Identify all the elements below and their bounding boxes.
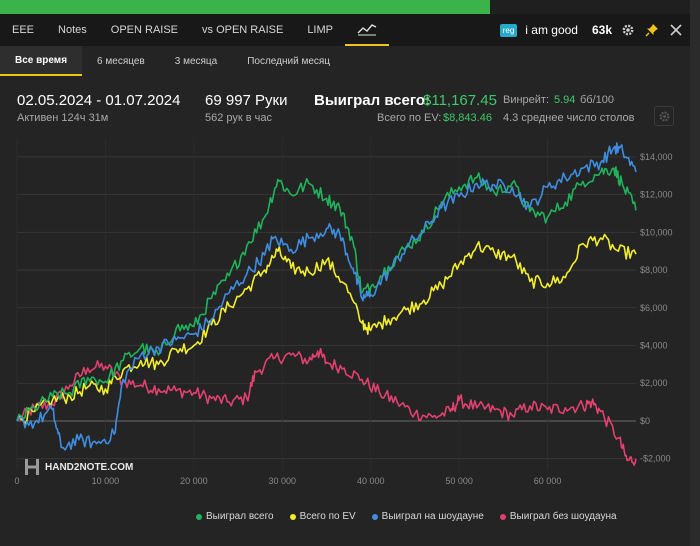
y-tick-label: $10,000	[640, 227, 673, 237]
hands-per-hour: 562 рук в час	[205, 112, 273, 124]
legend-dot-won	[196, 513, 202, 520]
y-tick-label: $14,000	[640, 152, 673, 162]
won-total-label: Выиграл всего:	[314, 92, 431, 109]
gear-icon[interactable]	[620, 22, 636, 38]
background-window-bar	[0, 0, 490, 14]
x-tick-label: 60 000	[534, 476, 562, 486]
pin-icon[interactable]	[644, 22, 660, 38]
period-3-months[interactable]: 3 месяца	[174, 55, 218, 67]
winrate-label: Винрейт:	[503, 94, 550, 106]
period-tabs: Все время 6 месяцев 3 месяца Последний м…	[0, 46, 690, 76]
series-line-ev	[16, 233, 637, 425]
legend-label-won: Выиграл всего	[206, 511, 274, 522]
legend-ev[interactable]: Всего по EV	[289, 511, 356, 522]
legend-label-ev: Всего по EV	[299, 511, 356, 522]
tab-limp[interactable]: LIMP	[307, 24, 333, 36]
reg-badge: reg	[499, 23, 518, 37]
legend-dot-non-showdown	[499, 513, 506, 520]
summary-stats: 02.05.2024 - 01.07.2024 Активен 124ч 31м…	[0, 88, 690, 128]
player-nickname: i am good	[525, 23, 578, 37]
player-header: reg i am good 63k	[499, 14, 690, 46]
legend-dot-showdown	[371, 513, 378, 520]
ev-total-value: $8,843.46	[443, 112, 492, 124]
legend-won[interactable]: Выиграл всего	[196, 511, 274, 522]
ev-total-label: Всего по EV:	[377, 112, 442, 124]
stats-window: EEE Notes OPEN RAISE vs OPEN RAISE LIMP …	[0, 14, 690, 546]
x-tick-label: 40 000	[357, 476, 385, 486]
tab-open-raise[interactable]: OPEN RAISE	[110, 24, 179, 36]
tab-notes[interactable]: Notes	[58, 24, 87, 36]
hand2note-logo: HAND2NOTE.COM	[24, 458, 133, 476]
avg-tables: 4.3 среднее число столов	[503, 112, 635, 124]
y-tick-label: -$2,000	[640, 454, 671, 464]
y-tick-label: $12,000	[640, 190, 673, 200]
period-last-month[interactable]: Последний месяц	[247, 55, 331, 67]
y-tick-label: $8,000	[640, 265, 668, 275]
close-icon[interactable]	[668, 22, 684, 38]
gear-icon	[658, 110, 670, 122]
tab-eee[interactable]: EEE	[12, 24, 35, 36]
top-tab-bar: EEE Notes OPEN RAISE vs OPEN RAISE LIMP …	[0, 14, 690, 46]
legend-non-showdown[interactable]: Выиграл без шоудауна	[499, 511, 617, 522]
won-total-value: $11,167.45	[423, 92, 497, 109]
hands-count: 69 997 Руки	[205, 92, 288, 109]
winrate-value: 5.94	[554, 94, 576, 106]
x-tick-label: 50 000	[445, 476, 473, 486]
period-all-time[interactable]: Все время	[0, 46, 83, 76]
profit-chart: 0 10 000 20 000 30 000 40 000 50 000 60 000 -$…	[14, 138, 673, 486]
legend-dot-ev	[289, 513, 296, 520]
series-line-showdown	[16, 142, 637, 451]
chart-legend: Выиграл всего Всего по EV Выиграл на шоу…	[196, 511, 617, 522]
series-line-won	[16, 166, 637, 422]
x-tick-label: 10 000	[92, 476, 120, 486]
legend-label-showdown: Выиграл на шоудауне	[381, 511, 484, 522]
line-chart-icon	[357, 24, 377, 36]
series-line-non_showdown	[16, 347, 637, 466]
y-tick-label: $2,000	[640, 378, 668, 388]
tab-vs-open-raise[interactable]: vs OPEN RAISE	[202, 24, 284, 36]
y-tick-label: $4,000	[640, 341, 668, 351]
legend-label-non-showdown: Выиграл без шоудауна	[509, 511, 617, 522]
period-6-months[interactable]: 6 месяцев	[97, 55, 145, 67]
y-tick-label: $6,000	[640, 303, 668, 313]
x-tick-label: 20 000	[180, 476, 208, 486]
player-amount: 63k	[591, 23, 612, 37]
x-tick-label: 30 000	[269, 476, 297, 486]
x-tick-label: 0	[14, 476, 19, 486]
active-time: Активен 124ч 31м	[17, 112, 109, 124]
tab-graph[interactable]	[345, 14, 389, 46]
date-range: 02.05.2024 - 01.07.2024	[17, 92, 181, 109]
background-window-edge	[690, 0, 700, 546]
logo-text: HAND2NOTE.COM	[45, 461, 134, 473]
legend-showdown[interactable]: Выиграл на шоудауне	[371, 511, 484, 522]
y-tick-label: $0	[640, 416, 650, 426]
logo-icon	[25, 459, 39, 475]
chart-settings-button[interactable]	[654, 106, 674, 126]
winrate-unit: бб/100	[580, 94, 615, 106]
